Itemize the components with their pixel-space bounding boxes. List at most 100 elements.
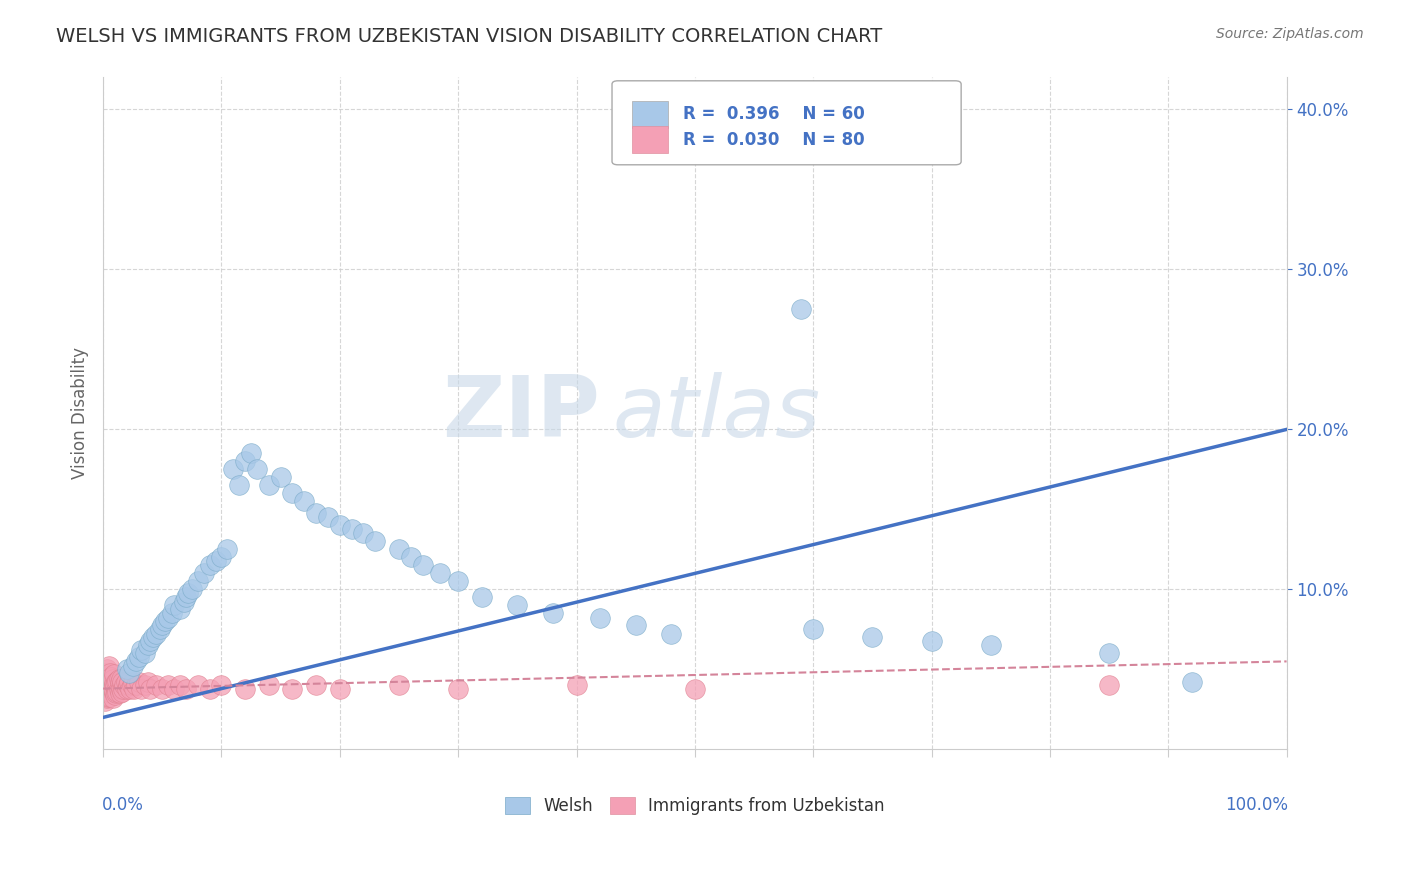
Point — [292, 494, 315, 508]
Point — [160, 607, 183, 621]
Point — [683, 681, 706, 696]
Point — [98, 670, 121, 684]
Point — [1181, 675, 1204, 690]
Point — [198, 681, 221, 696]
Point — [100, 686, 122, 700]
Point — [94, 675, 117, 690]
Point — [921, 633, 943, 648]
Text: WELSH VS IMMIGRANTS FROM UZBEKISTAN VISION DISABILITY CORRELATION CHART: WELSH VS IMMIGRANTS FROM UZBEKISTAN VISI… — [56, 27, 883, 45]
Point — [149, 623, 172, 637]
Point — [193, 566, 215, 581]
Text: R =  0.396    N = 60: R = 0.396 N = 60 — [683, 105, 865, 123]
Point — [163, 599, 186, 613]
Point — [1098, 678, 1121, 692]
Point — [145, 627, 167, 641]
Point — [110, 681, 132, 696]
Point — [281, 681, 304, 696]
Text: Source: ZipAtlas.com: Source: ZipAtlas.com — [1216, 27, 1364, 41]
Text: 0.0%: 0.0% — [103, 797, 143, 814]
Text: 100.0%: 100.0% — [1225, 797, 1288, 814]
Point — [98, 678, 121, 692]
Point — [145, 678, 167, 692]
Point — [101, 681, 124, 696]
Point — [120, 681, 142, 696]
Point — [624, 617, 647, 632]
Point — [125, 654, 148, 668]
Text: atlas: atlas — [612, 372, 820, 455]
Point — [128, 675, 150, 690]
Legend: Welsh, Immigrants from Uzbekistan: Welsh, Immigrants from Uzbekistan — [499, 790, 891, 822]
Point — [150, 681, 173, 696]
Point — [93, 670, 115, 684]
Point — [103, 677, 125, 691]
Point — [388, 678, 411, 692]
FancyBboxPatch shape — [633, 101, 668, 128]
Point — [257, 678, 280, 692]
Point — [112, 681, 135, 696]
Point — [329, 681, 352, 696]
Point — [1098, 647, 1121, 661]
Point — [103, 667, 125, 681]
FancyBboxPatch shape — [633, 127, 668, 153]
Y-axis label: Vision Disability: Vision Disability — [72, 347, 89, 479]
Point — [173, 595, 195, 609]
Point — [134, 647, 156, 661]
Point — [115, 662, 138, 676]
Point — [174, 591, 197, 605]
Point — [105, 685, 128, 699]
Point — [217, 542, 239, 557]
Point — [100, 670, 122, 684]
Point — [107, 672, 129, 686]
Point — [98, 665, 121, 680]
Point — [163, 681, 186, 696]
Point — [364, 534, 387, 549]
Point — [121, 659, 143, 673]
Point — [93, 686, 115, 700]
Point — [222, 462, 245, 476]
Point — [316, 510, 339, 524]
Point — [117, 678, 139, 692]
Point — [180, 582, 202, 597]
Point — [139, 681, 162, 696]
Point — [107, 681, 129, 696]
Point — [114, 678, 136, 692]
Point — [412, 558, 434, 573]
Point — [125, 678, 148, 692]
Point — [94, 681, 117, 696]
Point — [97, 678, 120, 692]
Text: R =  0.030    N = 80: R = 0.030 N = 80 — [683, 131, 865, 149]
Point — [97, 690, 120, 704]
Point — [157, 678, 180, 692]
Point — [980, 639, 1002, 653]
Point — [96, 672, 118, 686]
Point — [211, 678, 233, 692]
Point — [129, 643, 152, 657]
Point — [471, 591, 494, 605]
Point — [98, 686, 121, 700]
Point — [105, 675, 128, 690]
Point — [111, 685, 134, 699]
Point — [136, 675, 159, 690]
Point — [100, 678, 122, 692]
Point — [150, 617, 173, 632]
Point — [305, 506, 328, 520]
Point — [121, 678, 143, 692]
Point — [177, 585, 200, 599]
Point — [96, 691, 118, 706]
Point — [157, 611, 180, 625]
Point — [110, 672, 132, 686]
Point — [97, 669, 120, 683]
Point — [187, 678, 209, 692]
Point — [96, 662, 118, 676]
Point — [187, 574, 209, 589]
Point — [153, 615, 176, 629]
Point — [98, 690, 121, 704]
Point — [659, 627, 682, 641]
Point — [105, 686, 128, 700]
Point — [790, 302, 813, 317]
Point — [429, 566, 451, 581]
Point — [108, 686, 131, 700]
Point — [105, 673, 128, 688]
Point — [114, 675, 136, 690]
Point — [169, 678, 191, 692]
